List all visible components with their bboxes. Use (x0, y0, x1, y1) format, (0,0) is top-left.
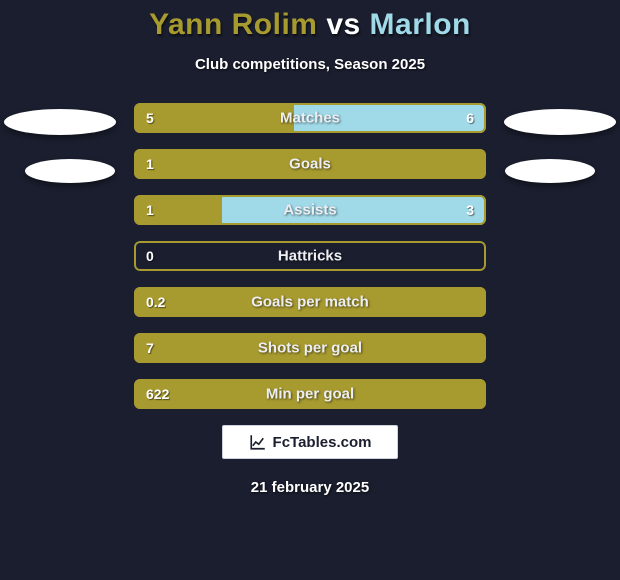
stat-bars: 5 6 Matches 1 Goals 1 3 Assists 0 Hattricks 0.2 Goa… (134, 103, 486, 409)
chart-icon (249, 433, 267, 451)
stat-row: 1 3 Assists (134, 195, 486, 225)
stat-label: Shots per goal (258, 340, 362, 357)
vs-text: vs (326, 8, 360, 41)
stat-row: 1 Goals (134, 149, 486, 179)
stat-fill-left (134, 103, 294, 133)
stat-label: Goals per match (251, 294, 369, 311)
attribution-badge: FcTables.com (222, 425, 398, 459)
stat-value-left: 622 (146, 386, 169, 402)
stat-value-left: 5 (146, 110, 154, 126)
date-text: 21 february 2025 (0, 479, 620, 496)
page-title: Yann Rolim vs Marlon (0, 0, 620, 42)
stat-value-left: 0 (146, 248, 154, 264)
stat-label: Goals (289, 156, 331, 173)
stat-value-left: 7 (146, 340, 154, 356)
stat-row: 0 Hattricks (134, 241, 486, 271)
stat-value-left: 0.2 (146, 294, 165, 310)
stat-fill-right (222, 195, 486, 225)
stat-label: Hattricks (278, 248, 342, 265)
stat-row: 5 6 Matches (134, 103, 486, 133)
stat-value-left: 1 (146, 202, 154, 218)
stat-label: Assists (283, 202, 336, 219)
stat-label: Matches (280, 110, 340, 127)
stat-value-left: 1 (146, 156, 154, 172)
player2-avatar-bottom (505, 159, 595, 183)
stat-value-right: 3 (466, 202, 474, 218)
stat-row: 0.2 Goals per match (134, 287, 486, 317)
stat-label: Min per goal (266, 386, 354, 403)
player2-avatar-top (504, 109, 616, 135)
stat-value-right: 6 (466, 110, 474, 126)
attribution-text: FcTables.com (273, 434, 372, 451)
player2-name: Marlon (370, 8, 471, 41)
subtitle: Club competitions, Season 2025 (0, 56, 620, 73)
stat-row: 7 Shots per goal (134, 333, 486, 363)
stat-row: 622 Min per goal (134, 379, 486, 409)
player1-name: Yann Rolim (149, 8, 317, 41)
player1-avatar-top (4, 109, 116, 135)
player1-avatar-bottom (25, 159, 115, 183)
comparison-stage: 5 6 Matches 1 Goals 1 3 Assists 0 Hattricks 0.2 Goa… (0, 103, 620, 409)
